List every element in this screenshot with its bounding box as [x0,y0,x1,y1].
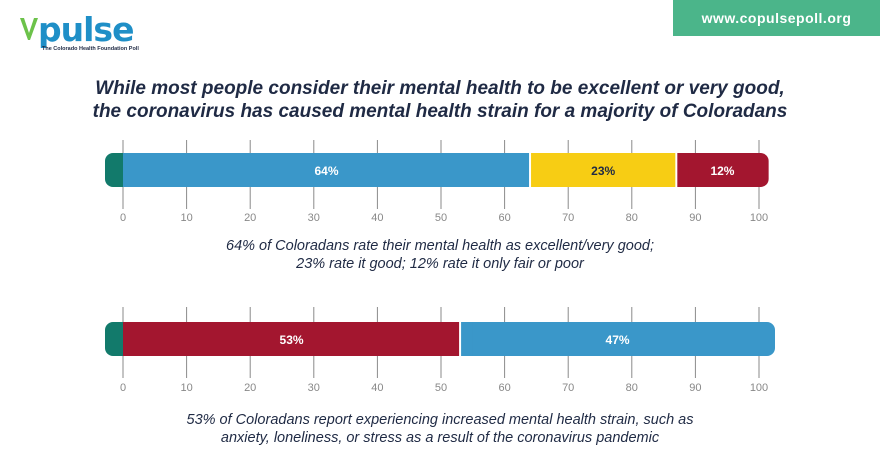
chart-2-tick-label: 50 [435,382,447,394]
chart-2-tick-label: 60 [498,382,510,394]
chart-headline: While most people consider their mental … [20,77,860,123]
logo-leaf-icon [20,18,38,40]
chart-2-caption-line-2: anxiety, loneliness, or stress as a resu… [220,430,660,446]
chart-1-tick-label: 70 [562,212,574,224]
chart-2-bar-segment-2-join [460,322,473,356]
chart-1-tick-label: 90 [689,212,701,224]
chart-2-tick-label: 100 [750,382,768,394]
chart-2-start-cap-fill [117,322,123,356]
chart-1-tick-label: 80 [626,212,638,224]
chart-2-data-label-1: 53% [280,333,304,347]
headline-line-2: the coronavirus has caused mental health… [92,101,788,122]
chart-2-tick-label: 90 [689,382,701,394]
chart-1-caption: 64% of Coloradans rate their mental heal… [0,237,880,273]
chart-2-data-label-2: 47% [606,333,630,347]
chart-1-bar-segment-3-join [676,153,689,187]
chart-2-tick-label: 70 [562,382,574,394]
chart-2-caption: 53% of Coloradans report experiencing in… [0,411,880,447]
chart-2-caption-line-1: 53% of Coloradans report experiencing in… [186,412,694,428]
chart-1-tick-label: 0 [120,212,126,224]
chart-2-tick-label: 30 [308,382,320,394]
chart-1-tick-label: 100 [750,212,768,224]
logo-wordmark: pulse [38,10,134,49]
headline-line-1: While most people consider their mental … [95,78,785,99]
chart-2-tick-label: 0 [120,382,126,394]
chart-1-tick-label: 50 [435,212,447,224]
chart-1-bar-segment-3 [676,153,769,187]
chart-1-data-label-1: 64% [315,164,339,178]
chart-1-tick-label: 30 [308,212,320,224]
chart-1-start-cap-fill [117,153,123,187]
chart-1-tick-label: 40 [371,212,383,224]
website-url-badge[interactable]: www.copulsepoll.org [673,0,880,36]
chart-2-bar-segment-1 [123,322,461,356]
chart-2-tick-label: 20 [244,382,256,394]
chart-2-tick-label: 80 [626,382,638,394]
chart-2-tick-label: 10 [180,382,192,394]
chart-1-tick-label: 20 [244,212,256,224]
chart-1-tick-label: 60 [498,212,510,224]
chart-1-data-label-2: 23% [591,164,615,178]
chart-1-data-label-3: 12% [710,164,734,178]
chart-1-caption-line-2: 23% rate it good; 12% rate it only fair … [296,256,584,272]
logo-tagline: The Colorado Health Foundation Poll [42,46,139,52]
chart-2-bar-segment-2 [460,322,775,356]
chart-2-tick-label: 40 [371,382,383,394]
chart-1-caption-line-1: 64% of Coloradans rate their mental heal… [226,238,654,254]
pulse-logo: pulse The Colorado Health Foundation Pol… [18,10,148,54]
chart-1-bar-segment-2 [530,153,677,187]
chart-1-bar-segment-1 [123,153,531,187]
chart-1-tick-label: 10 [180,212,192,224]
